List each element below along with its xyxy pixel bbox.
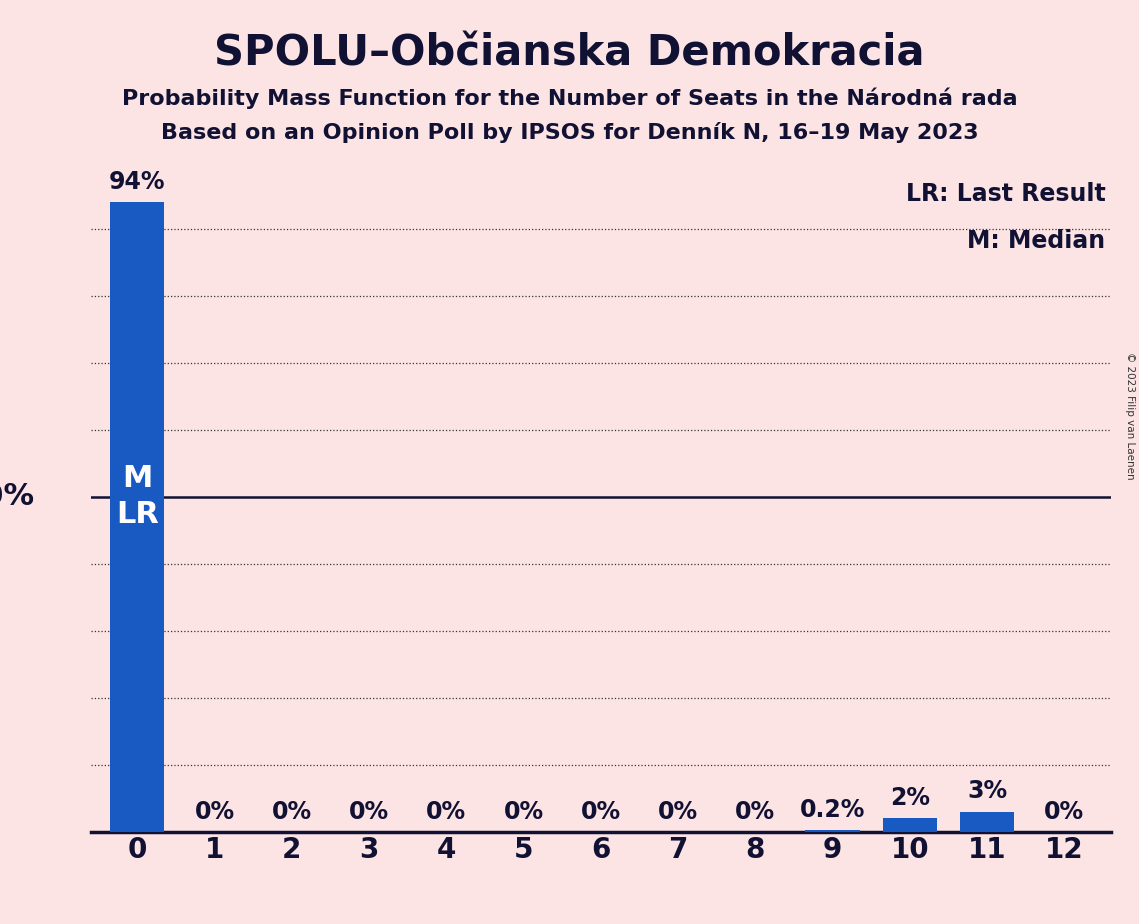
Text: LR: Last Result: LR: Last Result bbox=[906, 182, 1106, 206]
Text: 0%: 0% bbox=[195, 799, 235, 823]
Bar bbox=[960, 811, 1014, 832]
Text: Based on an Opinion Poll by IPSOS for Denník N, 16–19 May 2023: Based on an Opinion Poll by IPSOS for De… bbox=[161, 122, 978, 143]
Bar bbox=[883, 819, 936, 832]
Text: 0.2%: 0.2% bbox=[800, 798, 866, 822]
Text: 0%: 0% bbox=[581, 799, 621, 823]
Text: 2%: 2% bbox=[890, 786, 929, 810]
Text: 3%: 3% bbox=[967, 780, 1007, 804]
Text: 0%: 0% bbox=[735, 799, 776, 823]
Text: 0%: 0% bbox=[503, 799, 543, 823]
Text: 0%: 0% bbox=[272, 799, 312, 823]
Bar bbox=[805, 831, 860, 832]
Text: M: Median: M: Median bbox=[967, 229, 1106, 252]
Text: Probability Mass Function for the Number of Seats in the Národná rada: Probability Mass Function for the Number… bbox=[122, 88, 1017, 109]
Text: © 2023 Filip van Laenen: © 2023 Filip van Laenen bbox=[1125, 352, 1134, 480]
Text: 50%: 50% bbox=[0, 482, 35, 511]
Text: 94%: 94% bbox=[109, 170, 165, 194]
Text: 0%: 0% bbox=[426, 799, 467, 823]
Bar bbox=[110, 202, 164, 832]
Text: SPOLU–Občianska Demokracia: SPOLU–Občianska Demokracia bbox=[214, 32, 925, 74]
Text: LR: LR bbox=[116, 500, 159, 529]
Text: 0%: 0% bbox=[658, 799, 698, 823]
Text: 0%: 0% bbox=[349, 799, 390, 823]
Text: 0%: 0% bbox=[1044, 799, 1084, 823]
Text: M: M bbox=[122, 464, 153, 493]
